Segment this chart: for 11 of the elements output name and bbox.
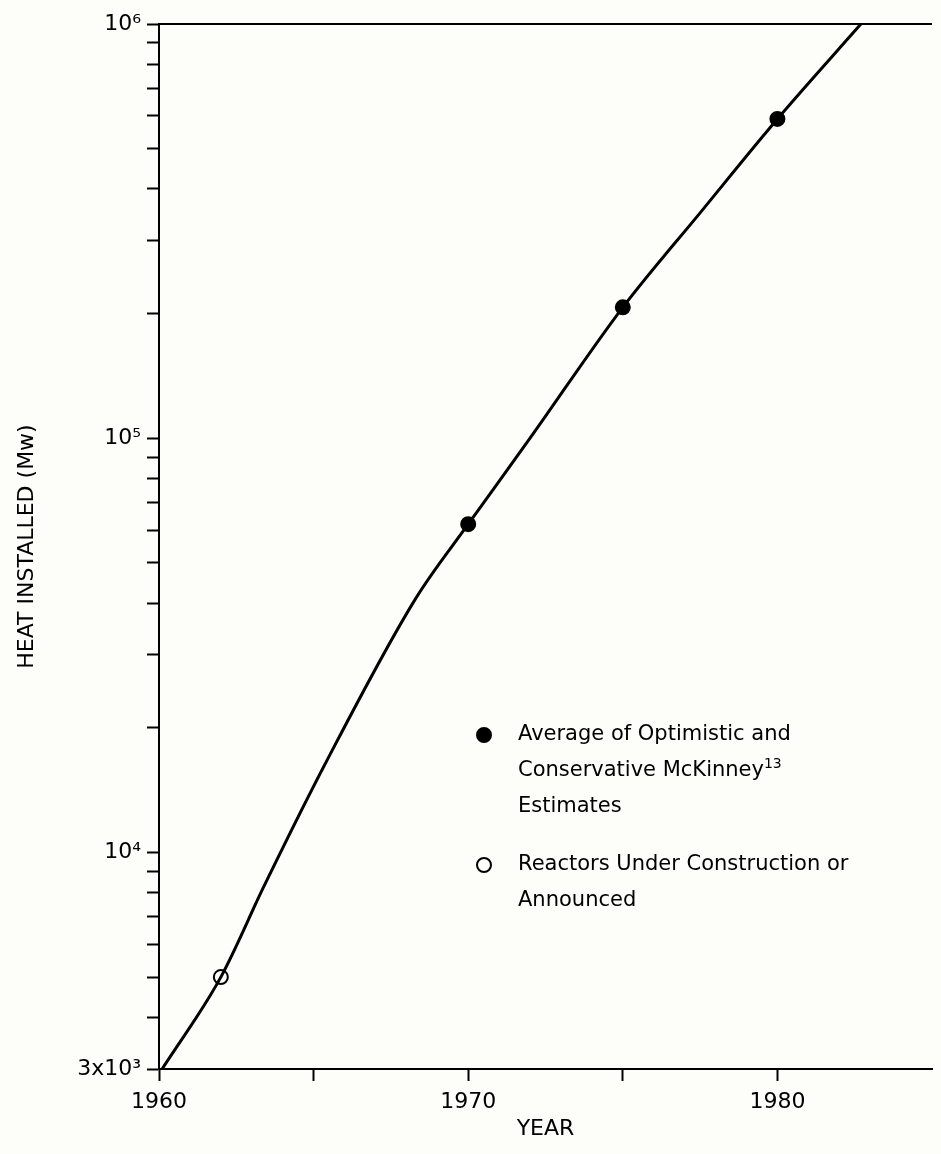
y-axis-title: HEAT INSTALLED (Mw): [12, 424, 38, 669]
y-tick-label: 10⁵: [104, 423, 141, 449]
y-tick-label: 10⁶: [104, 9, 142, 35]
text: Average of Optimistic and Conservative McKinney$^{13}$ Estimates: [518, 721, 791, 817]
y-tick-label: 3x10³: [77, 1054, 141, 1080]
y-tick-label: 10⁴: [104, 838, 142, 864]
legend-label: Reactors Under Construction or Announced: [518, 850, 850, 913]
x-axis-title: YEAR: [515, 1114, 575, 1140]
x-tick-label: 1970: [440, 1087, 497, 1113]
x-tick-label: 1980: [749, 1087, 806, 1113]
x-tick-label: 1960: [131, 1087, 187, 1113]
